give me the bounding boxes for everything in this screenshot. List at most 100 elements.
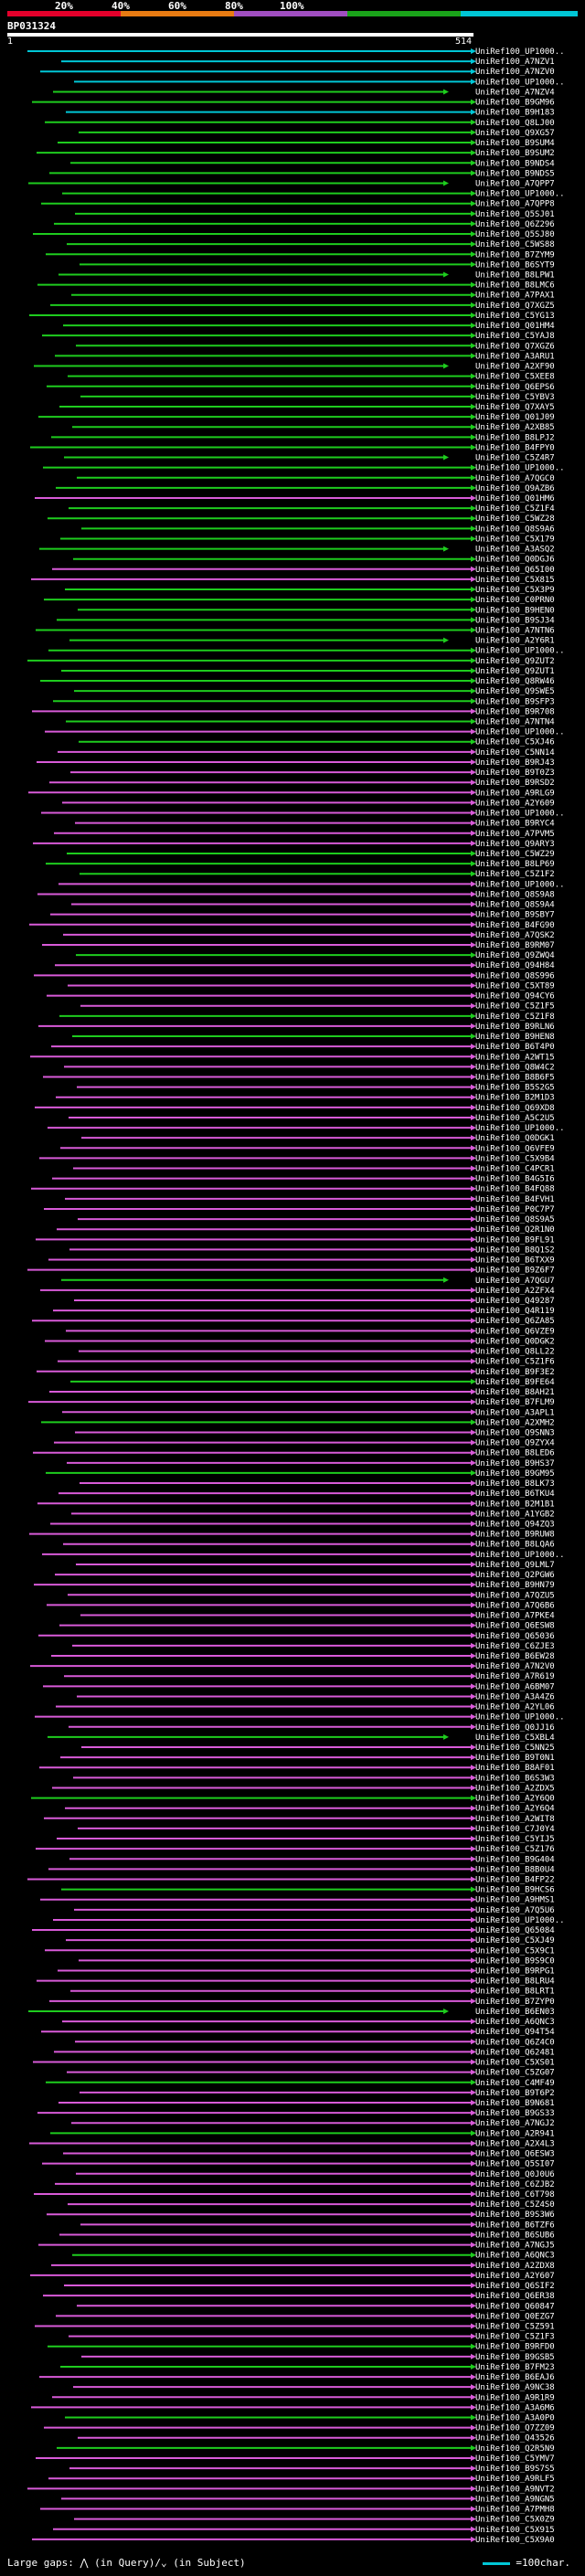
hit-label[interactable]: UniRef100_B9HEN0 <box>475 606 555 615</box>
hit-label[interactable]: UniRef100_B9HEN8 <box>475 1033 555 1042</box>
hit-label[interactable]: UniRef100_A7R619 <box>475 1672 555 1681</box>
hit-label[interactable]: UniRef100_C5Z176 <box>475 1845 555 1854</box>
hit-label[interactable]: UniRef100_Q01HM6 <box>475 494 555 504</box>
hit-label[interactable]: UniRef100_A2X4L3 <box>475 2139 555 2148</box>
hit-label[interactable]: UniRef100_A7NGJ2 <box>475 2119 555 2128</box>
hit-label[interactable]: UniRef100_A6QNC3 <box>475 2252 555 2261</box>
hit-label[interactable]: UniRef100_B9N681 <box>475 2099 555 2108</box>
hit-label[interactable]: UniRef100_B9RSD2 <box>475 779 555 788</box>
hit-label[interactable]: UniRef100_C5WZ29 <box>475 850 555 859</box>
hit-label[interactable]: UniRef100_A2WT15 <box>475 1053 555 1062</box>
hit-label[interactable]: UniRef100_B4FVH1 <box>475 1195 555 1204</box>
hit-label[interactable]: UniRef100_A7QGU7 <box>475 1277 555 1286</box>
hit-label[interactable]: UniRef100_C5X9A0 <box>475 2536 555 2545</box>
hit-label[interactable]: UniRef100_B8LRU4 <box>475 1977 555 1987</box>
hit-label[interactable]: UniRef100_B4FP22 <box>475 1875 555 1884</box>
hit-label[interactable]: UniRef100_A7QPP8 <box>475 200 555 209</box>
hit-label[interactable]: UniRef100_Q94ZQ3 <box>475 1521 555 1530</box>
hit-label[interactable]: UniRef100_B8AF01 <box>475 1764 555 1773</box>
hit-label[interactable]: UniRef100_C5X3P9 <box>475 586 555 595</box>
hit-label[interactable]: UniRef100_B9Z6F7 <box>475 1267 555 1276</box>
hit-label[interactable]: UniRef100_Q94T54 <box>475 2028 555 2037</box>
hit-label[interactable]: UniRef100_C5Z1F8 <box>475 1012 555 1022</box>
hit-label[interactable]: UniRef100_A2WIT8 <box>475 1815 555 1824</box>
hit-label[interactable]: UniRef100_Q01J09 <box>475 413 555 422</box>
hit-label[interactable]: UniRef100_A9NC38 <box>475 2383 555 2392</box>
hit-label[interactable]: UniRef100_UP1000.. <box>475 728 565 737</box>
hit-label[interactable]: UniRef100_A7NZV4 <box>475 88 555 97</box>
hit-label[interactable]: UniRef100_C0PRN0 <box>475 596 555 605</box>
hit-label[interactable]: UniRef100_A2XMH2 <box>475 1418 555 1427</box>
hit-label[interactable]: UniRef100_A7QSK2 <box>475 931 555 940</box>
hit-label[interactable]: UniRef100_A3ASQ2 <box>475 546 555 555</box>
hit-label[interactable]: UniRef100_B9F3E2 <box>475 1368 555 1377</box>
hit-label[interactable]: UniRef100_A5C2U5 <box>475 1114 555 1123</box>
hit-label[interactable]: UniRef100_C6ZJB2 <box>475 2180 555 2189</box>
hit-label[interactable]: UniRef100_Q9AZB6 <box>475 484 555 493</box>
hit-label[interactable]: UniRef100_B9T0N1 <box>475 1754 555 1763</box>
hit-label[interactable]: UniRef100_A2R941 <box>475 2129 555 2138</box>
hit-label[interactable]: UniRef100_Q49287 <box>475 1297 555 1306</box>
hit-label[interactable]: UniRef100_A9NVT2 <box>475 2485 555 2494</box>
hit-label[interactable]: UniRef100_Q9SWE5 <box>475 687 555 696</box>
hit-label[interactable]: UniRef100_Q69XD8 <box>475 1104 555 1113</box>
hit-label[interactable]: UniRef100_A3ARU1 <box>475 352 555 361</box>
hit-label[interactable]: UniRef100_Q7XGZ6 <box>475 342 555 351</box>
hit-label[interactable]: UniRef100_Q8S9A8 <box>475 890 555 899</box>
hit-label[interactable]: UniRef100_Q0DGJ6 <box>475 556 555 565</box>
hit-label[interactable]: UniRef100_B9RYC4 <box>475 820 555 829</box>
hit-label[interactable]: UniRef100_UP1000.. <box>475 1124 565 1133</box>
hit-label[interactable]: UniRef100_A7QPP7 <box>475 179 555 188</box>
hit-label[interactable]: UniRef100_C5Z1F5 <box>475 1002 555 1012</box>
hit-label[interactable]: UniRef100_B9SFP3 <box>475 697 555 706</box>
hit-label[interactable]: UniRef100_A2Y609 <box>475 799 555 808</box>
hit-label[interactable]: UniRef100_Q2R1N0 <box>475 1225 555 1235</box>
hit-label[interactable]: UniRef100_UP1000.. <box>475 1713 565 1723</box>
hit-label[interactable]: UniRef100_Q6ESW8 <box>475 1622 555 1631</box>
hit-label[interactable]: UniRef100_Q5SJ01 <box>475 210 555 219</box>
hit-label[interactable]: UniRef100_Q6EPS6 <box>475 383 555 392</box>
hit-label[interactable]: UniRef100_B8LPW1 <box>475 271 555 281</box>
hit-label[interactable]: UniRef100_A7NTN4 <box>475 718 555 727</box>
hit-label[interactable]: UniRef100_Q9ZUT1 <box>475 667 555 676</box>
hit-label[interactable]: UniRef100_UP1000.. <box>475 647 565 656</box>
hit-label[interactable]: UniRef100_C5XT89 <box>475 981 555 991</box>
hit-label[interactable]: UniRef100_Q8W4C2 <box>475 1063 555 1072</box>
hit-label[interactable]: UniRef100_B9FE64 <box>475 1378 555 1387</box>
hit-label[interactable]: UniRef100_A9NGN5 <box>475 2495 555 2504</box>
hit-label[interactable]: UniRef100_Q6ESW3 <box>475 2150 555 2159</box>
hit-label[interactable]: UniRef100_B8LRT1 <box>475 1988 555 1997</box>
hit-label[interactable]: UniRef100_C5YAJ8 <box>475 332 555 341</box>
hit-label[interactable]: UniRef100_B9GS33 <box>475 2109 555 2118</box>
hit-label[interactable]: UniRef100_B9SBY7 <box>475 911 555 920</box>
hit-label[interactable]: UniRef100_C5X179 <box>475 535 555 544</box>
hit-label[interactable]: UniRef100_A2YL06 <box>475 1703 555 1712</box>
hit-label[interactable]: UniRef100_B9FL91 <box>475 1235 555 1245</box>
hit-label[interactable]: UniRef100_C5WS88 <box>475 240 555 249</box>
hit-label[interactable]: UniRef100_C5Z591 <box>475 2322 555 2331</box>
hit-label[interactable]: UniRef100_C5YMV7 <box>475 2454 555 2464</box>
hit-label[interactable]: UniRef100_Q6Z4C0 <box>475 2038 555 2047</box>
hit-label[interactable]: UniRef100_A2XF90 <box>475 363 555 372</box>
hit-label[interactable]: UniRef100_B8LQA6 <box>475 1541 555 1550</box>
hit-label[interactable]: UniRef100_A7NTN6 <box>475 626 555 635</box>
hit-label[interactable]: UniRef100_B8LK73 <box>475 1479 555 1489</box>
hit-label[interactable]: UniRef100_A7NZV1 <box>475 58 555 67</box>
hit-label[interactable]: UniRef100_B9GM95 <box>475 1469 555 1479</box>
hit-label[interactable]: UniRef100_B8B6F5 <box>475 1073 555 1082</box>
hit-label[interactable]: UniRef100_A2Y6Q0 <box>475 1795 555 1804</box>
hit-label[interactable]: UniRef100_B9RLN6 <box>475 1023 555 1032</box>
hit-label[interactable]: UniRef100_B8LED6 <box>475 1449 555 1458</box>
hit-label[interactable]: UniRef100_C7J0Y4 <box>475 1825 555 1834</box>
hit-label[interactable]: UniRef100_A9R1R9 <box>475 2393 555 2402</box>
hit-label[interactable]: UniRef100_B7ZYM9 <box>475 250 555 260</box>
hit-label[interactable]: UniRef100_C6T798 <box>475 2190 555 2200</box>
hit-label[interactable]: UniRef100_UP1000.. <box>475 190 565 199</box>
hit-label[interactable]: UniRef100_B7FM23 <box>475 2363 555 2372</box>
hit-label[interactable]: UniRef100_Q0DGK2 <box>475 1337 555 1346</box>
hit-label[interactable]: UniRef100_Q0J0U6 <box>475 2170 555 2179</box>
hit-label[interactable]: UniRef100_A7PAX1 <box>475 292 555 301</box>
hit-label[interactable]: UniRef100_Q8S9A6 <box>475 525 555 534</box>
hit-label[interactable]: UniRef100_B9SJ34 <box>475 616 555 625</box>
hit-label[interactable]: UniRef100_B9R708 <box>475 707 555 716</box>
